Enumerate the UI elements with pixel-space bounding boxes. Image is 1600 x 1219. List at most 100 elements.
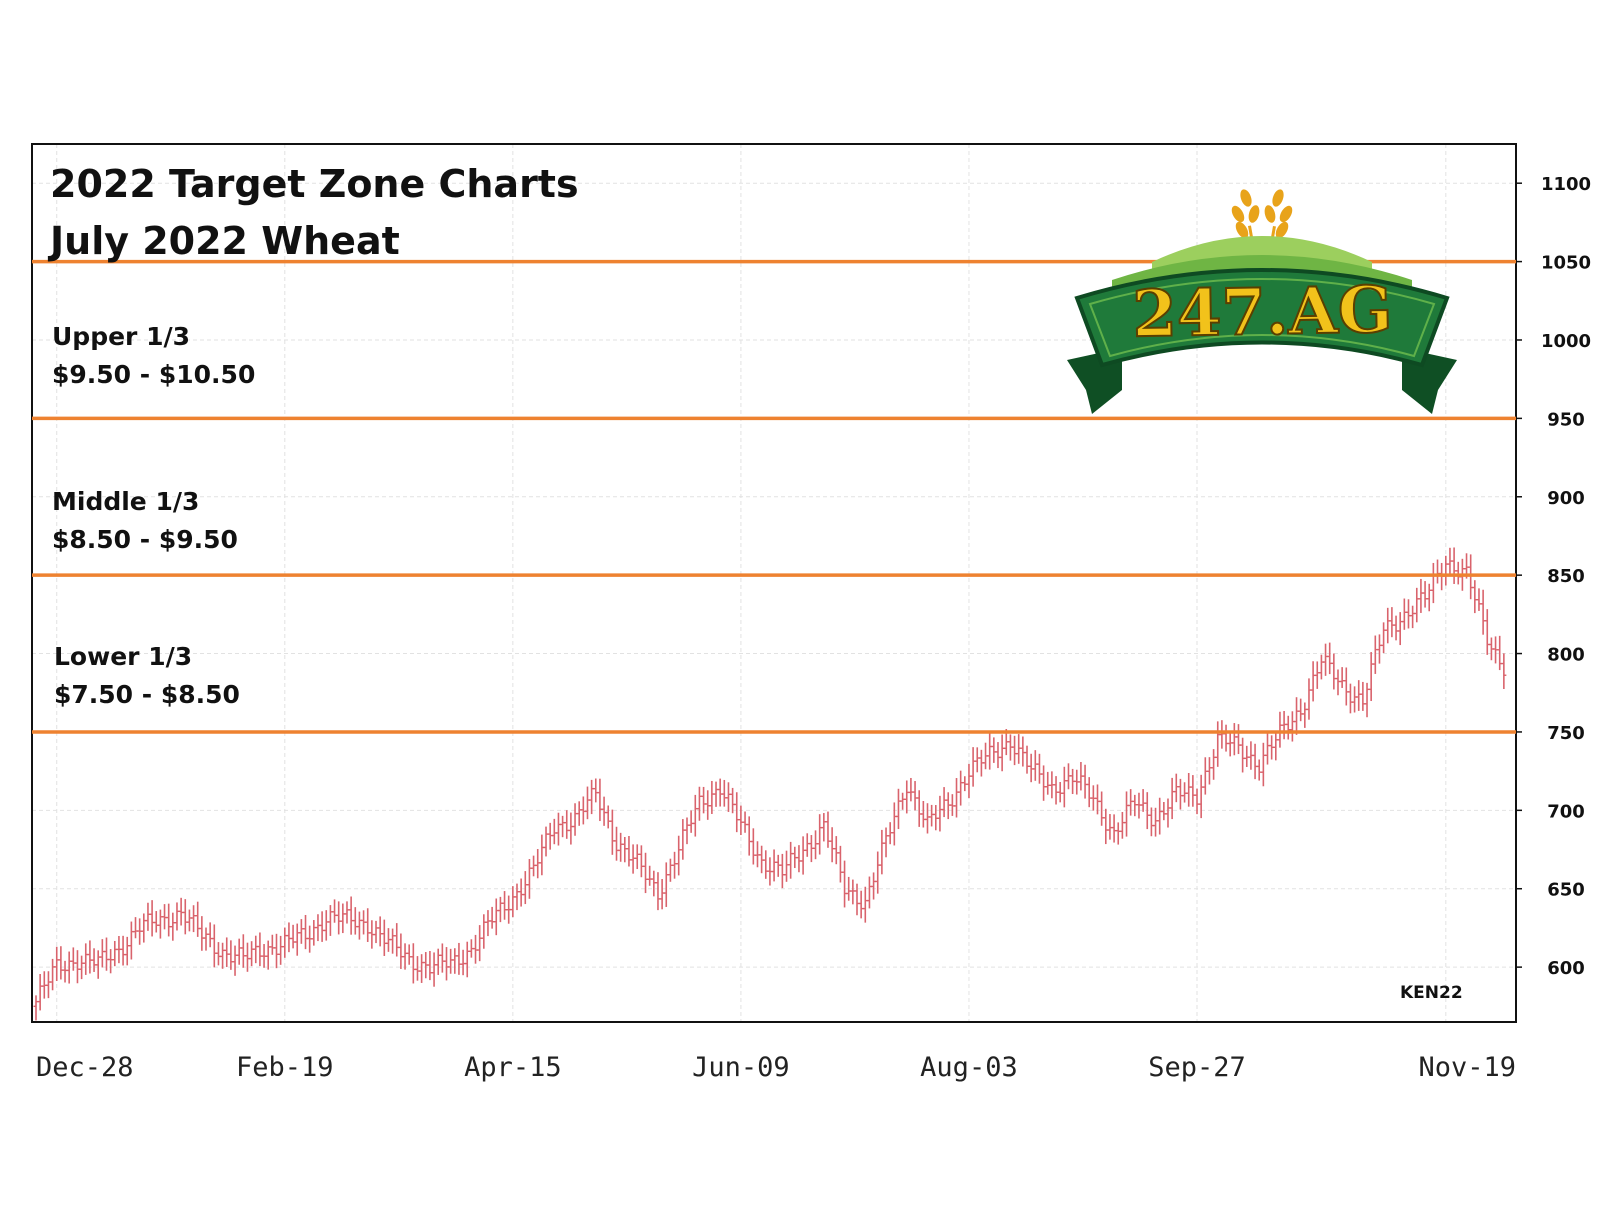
price-bar [1385,607,1391,644]
price-bar [91,948,97,972]
price-bar [228,940,234,970]
price-bar [779,853,785,889]
price-bar [696,786,702,821]
y-tick-label: 1000 [1541,331,1591,352]
price-bar [1381,622,1387,654]
price-bar [1289,711,1295,742]
price-bar [680,819,686,860]
price-bar [1111,814,1117,843]
y-tick-label: 1100 [1541,174,1591,195]
price-bar [1343,667,1349,706]
price-bar [1223,724,1229,752]
price-bar [1318,654,1324,680]
price-bar [1186,772,1192,807]
price-bar [1132,794,1138,817]
price-bar [282,927,288,958]
price-bar [427,951,433,981]
price-bar [837,845,843,883]
price-bar [1128,789,1134,816]
zone-range-upper: $9.50 - $10.50 [52,360,255,389]
price-bar [895,788,901,830]
price-bar [120,935,126,966]
price-bar [584,786,590,820]
price-bar [879,829,885,875]
price-bar [526,859,532,899]
price-bar [1211,749,1217,780]
price-bar [1356,680,1362,711]
price-bar [1260,742,1266,787]
price-bar [1277,711,1283,748]
price-bar [1153,807,1159,837]
price-bar [124,936,130,966]
price-bar [1418,578,1424,613]
price-bar [336,901,342,935]
price-bar [667,858,673,882]
price-bar [348,896,354,935]
price-bar [916,790,922,827]
price-bar [746,816,752,856]
price-bar [1169,777,1175,820]
price-bar [543,826,549,857]
price-bar [439,943,445,973]
price-bar [817,814,823,855]
price-bar [398,933,404,969]
price-bar [186,909,192,932]
price-bar [1447,547,1453,577]
price-bar [108,949,114,974]
price-bar [609,809,615,855]
price-bar [701,786,707,814]
price-bar [643,852,649,894]
price-bar [1165,798,1171,828]
x-tick-label: Apr-15 [464,1052,562,1083]
zone-lines [32,259,1516,734]
price-bar [1028,753,1034,783]
price-bar [435,948,441,975]
zone-range-middle: $8.50 - $9.50 [52,525,238,554]
price-bar [1430,562,1436,604]
price-bar [58,946,64,980]
logo-text: 247.AG [1132,273,1393,353]
price-bar [709,780,715,814]
price-bar [1410,605,1416,629]
price-bar [103,937,109,971]
price-bar [1389,607,1395,638]
price-bar [1190,775,1196,807]
price-bar [1497,635,1503,671]
price-bar [688,810,694,833]
price-bar [303,914,309,950]
price-bar [1057,781,1063,803]
chart-title: 2022 Target Zone Charts [50,162,579,206]
price-bar [141,913,147,943]
price-bar [278,935,284,965]
price-bar [128,921,134,960]
price-bar [1347,683,1353,714]
price-bar [572,803,578,836]
price-bar [1314,661,1320,689]
price-bar [796,845,802,873]
price-bar [1161,801,1167,821]
price-bar [1177,778,1183,810]
price-bar [995,742,1001,769]
price-bar [153,911,159,933]
price-bar [551,818,557,845]
price-bar [1103,808,1109,845]
price-bar [149,900,155,937]
price-bar [589,779,595,815]
price-bar [1053,776,1059,805]
price-bar [958,770,964,806]
x-tick-label: Jun-09 [692,1052,790,1083]
price-bar [253,935,259,964]
price-bar [821,813,827,842]
price-bar [315,914,321,942]
price-bar [813,830,819,860]
price-bar [340,903,346,934]
contract-label: KEN22 [1400,983,1463,1003]
price-bar [763,850,769,879]
price-bar [1472,580,1478,614]
x-tick-label: Sep-27 [1148,1052,1246,1083]
price-bar [1256,759,1262,781]
price-bar [966,763,972,799]
price-bar [419,954,425,983]
price-bar [232,945,238,976]
zone-label-middle: Middle 1/3 [52,487,199,516]
